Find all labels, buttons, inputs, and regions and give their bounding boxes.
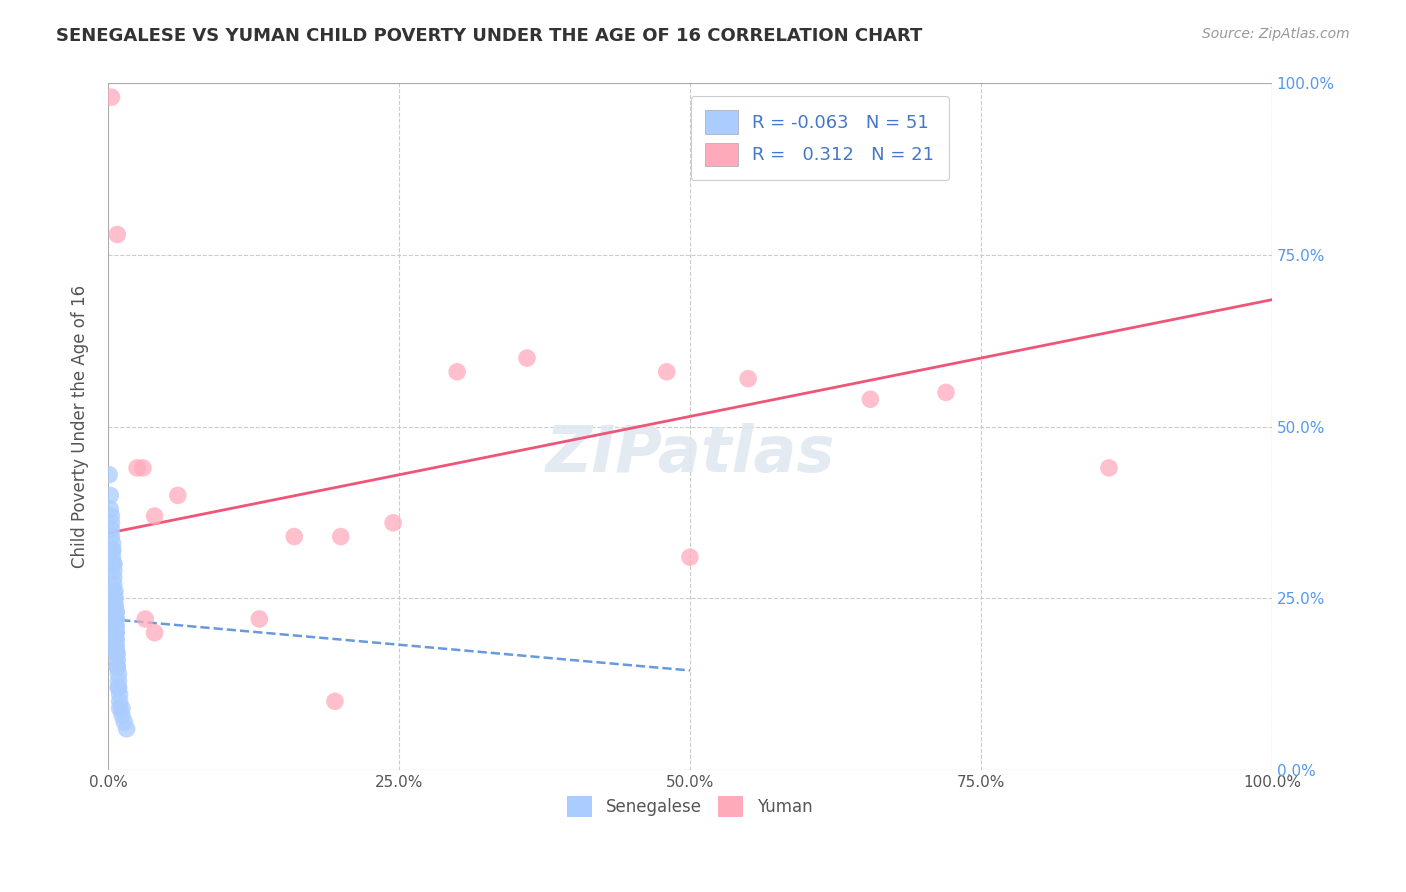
Text: SENEGALESE VS YUMAN CHILD POVERTY UNDER THE AGE OF 16 CORRELATION CHART: SENEGALESE VS YUMAN CHILD POVERTY UNDER … (56, 27, 922, 45)
Point (859, 392, 882, 407)
Point (107, 681, 129, 695)
Point (103, 577, 125, 591)
Point (104, 599, 127, 613)
Point (132, 461, 155, 475)
Point (100, 508, 122, 523)
Point (166, 488, 188, 502)
Point (105, 612, 128, 626)
Point (104, 591, 127, 606)
Point (127, 461, 149, 475)
Point (100, 530, 122, 544)
Point (101, 543, 124, 558)
Point (323, 694, 346, 708)
Point (283, 530, 305, 544)
Point (105, 653, 128, 667)
Point (103, 557, 125, 571)
Point (105, 632, 128, 647)
Point (446, 365, 468, 379)
Point (103, 557, 125, 571)
Point (516, 351, 538, 365)
Point (104, 591, 127, 606)
Text: Source: ZipAtlas.com: Source: ZipAtlas.com (1202, 27, 1350, 41)
Point (1098, 461, 1121, 475)
Text: ZIPatlas: ZIPatlas (546, 423, 835, 485)
Point (103, 571, 125, 585)
Point (111, 708, 134, 723)
Point (112, 714, 135, 729)
Point (108, 701, 131, 715)
Point (108, 694, 131, 708)
Point (107, 666, 129, 681)
Point (107, 673, 129, 688)
Point (98, 502, 121, 516)
Point (103, 584, 125, 599)
Point (103, 564, 125, 578)
Point (247, 612, 270, 626)
Point (104, 599, 127, 613)
Point (101, 550, 124, 565)
Point (679, 550, 702, 565)
Point (107, 681, 129, 695)
Legend: Senegalese, Yuman: Senegalese, Yuman (561, 789, 820, 823)
Point (143, 625, 166, 640)
Point (108, 688, 131, 702)
Point (737, 372, 759, 386)
Point (105, 640, 128, 654)
Point (105, 625, 128, 640)
Point (105, 619, 128, 633)
Point (101, 543, 124, 558)
Point (98, 488, 121, 502)
Point (935, 385, 957, 400)
Point (105, 660, 128, 674)
Point (105, 625, 128, 640)
Point (143, 508, 166, 523)
Point (105, 605, 128, 619)
Point (105, 619, 128, 633)
Point (100, 90, 122, 104)
Point (101, 536, 124, 550)
Point (329, 530, 352, 544)
Point (655, 365, 678, 379)
Point (111, 701, 134, 715)
Point (104, 584, 127, 599)
Point (105, 646, 128, 660)
Point (105, 632, 128, 647)
Point (105, 625, 128, 640)
Point (105, 612, 128, 626)
Point (115, 722, 138, 736)
Point (100, 516, 122, 530)
Point (382, 516, 405, 530)
Point (105, 640, 128, 654)
Y-axis label: Child Poverty Under the Age of 16: Child Poverty Under the Age of 16 (72, 285, 89, 568)
Point (105, 646, 128, 660)
Point (98, 467, 121, 482)
Point (105, 660, 128, 674)
Point (100, 523, 122, 537)
Point (134, 612, 156, 626)
Point (105, 605, 128, 619)
Point (105, 227, 128, 242)
